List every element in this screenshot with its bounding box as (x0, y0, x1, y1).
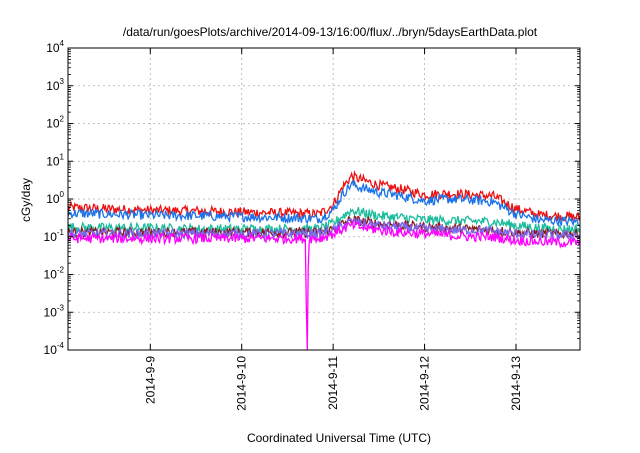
series-5 (67, 217, 581, 241)
series-line (67, 207, 581, 237)
x-tick-label: 2014-9-11 (326, 356, 340, 410)
y-tick-label: 10-1 (44, 228, 65, 244)
y-tick-label: 103 (46, 77, 64, 93)
axes: 10-4 10-3 10-2 10-1 100 101 102 103 104 2014-9-9 2… (44, 39, 581, 411)
x-tick-label: 2014-9-9 (143, 356, 157, 404)
y-tick-label: 100 (46, 190, 64, 206)
y-axis-label: cGy/day (19, 178, 33, 222)
x-tick-label: 2014-9-13 (509, 356, 523, 411)
series-line (67, 219, 581, 351)
x-tick-label: 2014-9-10 (235, 356, 249, 411)
chart-title: /data/run/goesPlots/archive/2014-09-13/1… (123, 25, 538, 39)
x-axis-label: Coordinated Universal Time (UTC) (247, 431, 431, 445)
y-tick-label: 101 (46, 152, 64, 168)
series-layer (67, 170, 581, 351)
y-tick-label: 102 (46, 115, 64, 131)
y-tick-label: 10-2 (44, 266, 65, 282)
series-1 (67, 170, 581, 222)
series-line (67, 217, 581, 241)
grid-lines (68, 47, 580, 351)
y-tick-label: 104 (46, 39, 64, 55)
y-tick-label: 10-4 (44, 341, 65, 357)
series-line (67, 170, 581, 222)
y-tick-label: 10-3 (44, 303, 65, 319)
x-tick-label: 2014-9-12 (418, 356, 432, 411)
series-2 (67, 179, 581, 228)
series-line (67, 179, 581, 228)
series-6 (67, 219, 581, 351)
series-3 (67, 207, 581, 237)
